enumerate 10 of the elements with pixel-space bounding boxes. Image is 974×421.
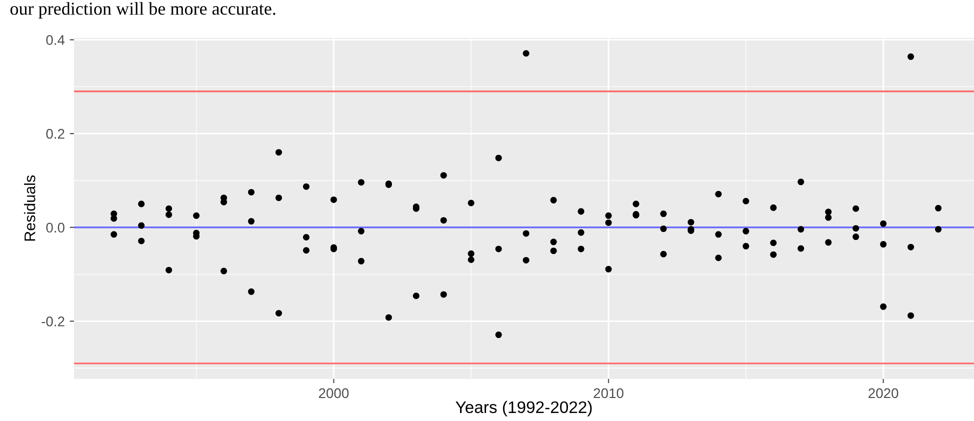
x-tick-label: 2020 <box>868 388 898 398</box>
text: our prediction will be more accurate. <box>10 2 276 18</box>
x-tick-label: 2000 <box>318 388 349 398</box>
x-axis-title: Years (1992-2022) <box>456 400 592 416</box>
y-tick-label: -0.2 <box>42 316 64 326</box>
y-tick-label: 0.4 <box>46 35 65 45</box>
y-tick-label: 0.2 <box>46 128 64 139</box>
x-tick-label: 2010 <box>594 388 624 398</box>
y-tick-label: 0.0 <box>46 222 64 233</box>
y-axis-title: Residuals <box>24 175 36 241</box>
